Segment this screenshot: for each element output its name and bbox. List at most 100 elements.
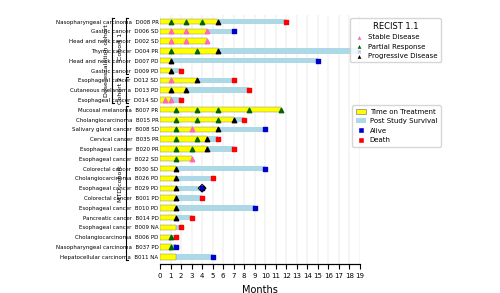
Bar — [160, 176, 176, 181]
Point — [230, 117, 237, 122]
Bar — [160, 78, 197, 83]
Point — [246, 108, 254, 112]
Bar — [218, 19, 286, 24]
Bar — [160, 97, 170, 103]
Bar — [160, 48, 218, 54]
Bar — [176, 215, 192, 220]
Bar — [170, 234, 176, 240]
Bar — [176, 225, 181, 230]
Point — [314, 58, 322, 63]
Bar — [218, 48, 360, 54]
Point — [172, 117, 180, 122]
Bar — [160, 58, 170, 63]
Point — [172, 245, 180, 249]
Point — [193, 78, 201, 83]
Bar — [197, 78, 234, 83]
Bar — [160, 254, 176, 260]
Point — [262, 127, 270, 132]
Bar — [170, 97, 181, 103]
Point — [230, 78, 237, 83]
Point — [166, 98, 174, 102]
Point — [198, 19, 206, 24]
Bar — [160, 117, 234, 122]
Bar — [208, 146, 234, 152]
Point — [262, 166, 270, 171]
Point — [214, 117, 222, 122]
Point — [214, 137, 222, 142]
Bar — [160, 234, 170, 240]
Point — [177, 225, 185, 230]
Point — [166, 68, 174, 73]
Point — [172, 176, 180, 181]
Point — [177, 98, 185, 102]
Point — [204, 29, 212, 34]
Point — [198, 196, 206, 200]
Point — [246, 88, 254, 93]
Bar — [160, 137, 208, 142]
Point — [172, 186, 180, 190]
Bar — [176, 195, 202, 201]
Point — [182, 29, 190, 34]
Bar — [160, 68, 170, 73]
Bar — [160, 156, 192, 161]
X-axis label: Months: Months — [242, 285, 278, 293]
Point — [172, 146, 180, 151]
Point — [166, 245, 174, 249]
Point — [162, 98, 170, 102]
Point — [166, 29, 174, 34]
Point — [172, 108, 180, 112]
Point — [240, 117, 248, 122]
Bar — [186, 87, 250, 93]
Bar — [160, 29, 208, 34]
Point — [198, 186, 206, 190]
Point — [193, 117, 201, 122]
Point — [188, 127, 196, 132]
Point — [198, 186, 206, 190]
Point — [166, 88, 174, 93]
Point — [204, 137, 212, 142]
Bar — [170, 68, 181, 73]
Point — [182, 39, 190, 43]
Point — [204, 146, 212, 151]
Bar — [176, 185, 202, 191]
Point — [172, 166, 180, 171]
Bar — [160, 225, 176, 230]
Bar — [160, 38, 208, 44]
Point — [182, 88, 190, 93]
Point — [214, 127, 222, 132]
Text: Cohort 2: Cohort 2 — [118, 76, 122, 104]
Point — [277, 108, 285, 112]
Point — [214, 19, 222, 24]
Legend: Time on Treatment, Post Study Survival, Alive, Death: Time on Treatment, Post Study Survival, … — [352, 105, 440, 147]
Point — [188, 146, 196, 151]
Point — [356, 49, 364, 53]
Point — [230, 146, 237, 151]
Point — [204, 39, 212, 43]
Bar — [160, 107, 281, 113]
Point — [166, 39, 174, 43]
Point — [214, 49, 222, 53]
Point — [172, 156, 180, 161]
Point — [172, 235, 180, 240]
Bar — [160, 185, 176, 191]
Bar — [160, 166, 176, 171]
Point — [166, 58, 174, 63]
Bar — [234, 117, 244, 122]
Point — [188, 215, 196, 220]
Point — [172, 196, 180, 200]
Bar — [176, 176, 212, 181]
Point — [193, 49, 201, 53]
Bar — [218, 127, 266, 132]
Bar — [208, 137, 218, 142]
Point — [166, 49, 174, 53]
Point — [282, 19, 290, 24]
Bar — [160, 195, 176, 201]
Point — [208, 176, 216, 181]
Bar — [160, 215, 176, 220]
Bar — [160, 127, 218, 132]
Point — [193, 108, 201, 112]
Text: MTD cohort: MTD cohort — [118, 165, 122, 202]
Bar — [160, 146, 208, 152]
Bar — [176, 254, 212, 260]
Point — [250, 205, 258, 210]
